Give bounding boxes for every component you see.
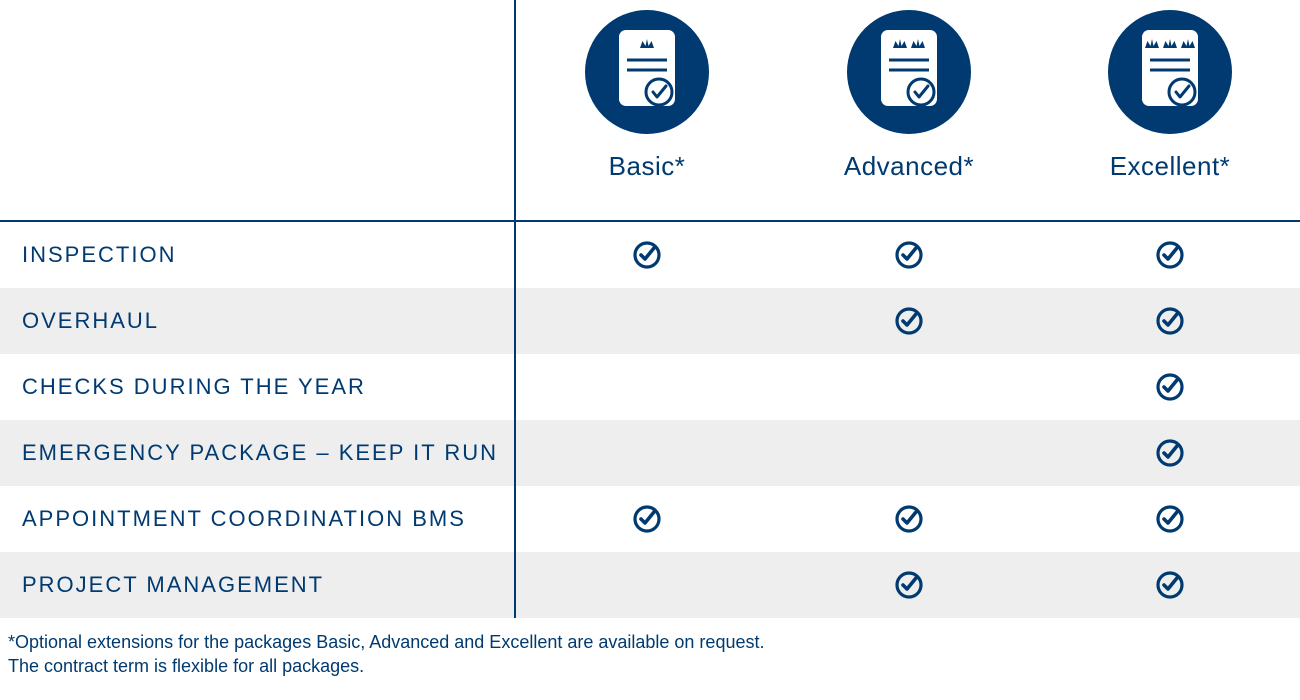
- plan-label-excellent: Excellent*: [1110, 151, 1231, 182]
- comparison-table: Basic* Advanced* Excellent* INSPECTION: [0, 0, 1300, 618]
- feature-label: APPOINTMENT COORDINATION BMS: [0, 486, 516, 552]
- feature-cell: [1040, 288, 1300, 354]
- feature-label: OVERHAUL: [0, 288, 516, 354]
- feature-label: CHECKS DURING THE YEAR: [0, 354, 516, 420]
- feature-cell: [1040, 486, 1300, 552]
- feature-label: EMERGENCY PACKAGE – KEEP IT RUN: [0, 420, 516, 486]
- feature-cell: [516, 354, 778, 420]
- plan-header-basic: Basic*: [516, 0, 778, 222]
- plan-icon-advanced: [845, 8, 973, 141]
- feature-cell: [778, 354, 1040, 420]
- plan-label-advanced: Advanced*: [844, 151, 974, 182]
- feature-cell: [778, 552, 1040, 618]
- feature-cell: [1040, 222, 1300, 288]
- feature-cell: [516, 288, 778, 354]
- feature-cell: [516, 420, 778, 486]
- feature-label: PROJECT MANAGEMENT: [0, 552, 516, 618]
- plan-label-basic: Basic*: [609, 151, 686, 182]
- feature-cell: [1040, 420, 1300, 486]
- plan-header-excellent: Excellent*: [1040, 0, 1300, 222]
- header-blank-cell: [0, 0, 516, 222]
- feature-cell: [516, 486, 778, 552]
- feature-cell: [778, 222, 1040, 288]
- footnote: *Optional extensions for the packages Ba…: [0, 618, 1300, 679]
- plan-icon-excellent: [1106, 8, 1234, 141]
- feature-cell: [778, 288, 1040, 354]
- feature-cell: [778, 486, 1040, 552]
- feature-cell: [778, 420, 1040, 486]
- plan-icon-basic: [583, 8, 711, 141]
- plan-header-advanced: Advanced*: [778, 0, 1040, 222]
- feature-cell: [1040, 552, 1300, 618]
- feature-cell: [516, 552, 778, 618]
- feature-label: INSPECTION: [0, 222, 516, 288]
- feature-cell: [516, 222, 778, 288]
- footnote-line2: The contract term is flexible for all pa…: [8, 654, 1300, 678]
- feature-cell: [1040, 354, 1300, 420]
- footnote-line1: *Optional extensions for the packages Ba…: [8, 630, 1300, 654]
